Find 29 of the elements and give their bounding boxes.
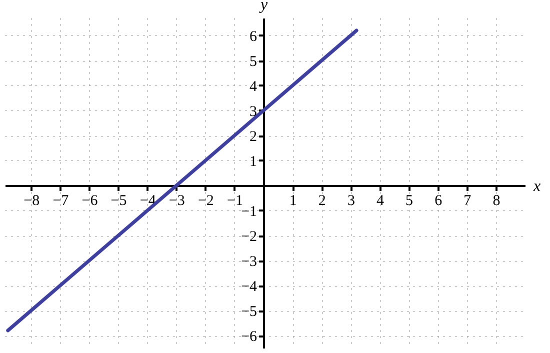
x-tick-label: 5 xyxy=(406,193,414,209)
x-tick-label: −6 xyxy=(82,193,98,209)
x-tick-label: 2 xyxy=(318,193,326,209)
y-tick-label: −3 xyxy=(241,254,258,270)
y-tick-label: 4 xyxy=(250,79,258,95)
x-tick-label: 4 xyxy=(376,193,384,209)
y-tick-label: −5 xyxy=(241,304,258,320)
x-tick-label: −5 xyxy=(110,193,127,209)
y-tick-label: 5 xyxy=(250,54,258,70)
x-tick-label: −1 xyxy=(227,193,243,209)
y-tick-label: 6 xyxy=(250,29,258,45)
y-tick-label: −1 xyxy=(241,204,258,220)
x-tick-label: 1 xyxy=(289,193,297,209)
y-tick-label: −2 xyxy=(241,229,258,245)
y-tick-label: 3 xyxy=(250,104,258,120)
x-tick-label: −3 xyxy=(168,193,185,209)
y-tick-label: −4 xyxy=(241,279,258,295)
x-tick-label: 6 xyxy=(434,193,443,209)
y-tick-label: 2 xyxy=(250,129,258,145)
x-tick-label: 8 xyxy=(492,193,500,209)
x-axis-title: x xyxy=(532,178,541,195)
y-tick-label: 1 xyxy=(250,154,258,170)
y-tick-label: −6 xyxy=(241,329,258,345)
y-axis-title: y xyxy=(258,0,268,14)
x-tick-label: −8 xyxy=(24,193,40,209)
x-tick-label: 7 xyxy=(464,193,472,209)
x-tick-label: −7 xyxy=(52,193,70,209)
x-tick-label: 3 xyxy=(347,193,355,209)
x-tick-label: −2 xyxy=(198,193,214,209)
